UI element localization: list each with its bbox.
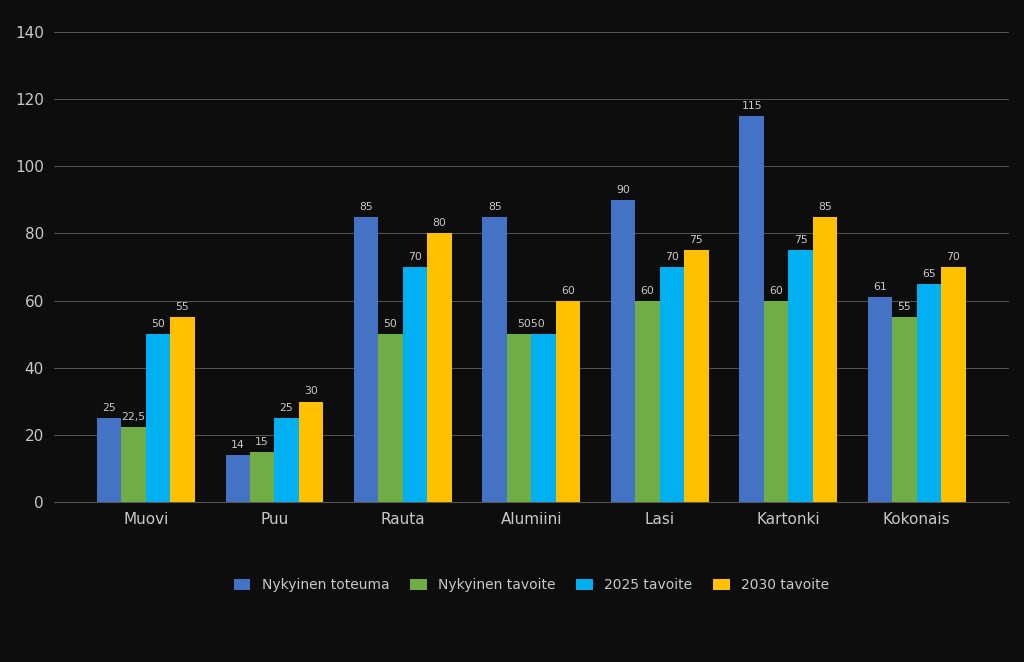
Text: 61: 61 <box>873 282 887 293</box>
Bar <box>122 427 145 502</box>
Text: 30: 30 <box>304 387 317 397</box>
Bar <box>97 418 122 502</box>
Text: 60: 60 <box>641 285 654 296</box>
Bar <box>274 418 299 502</box>
Bar <box>916 284 941 502</box>
Bar <box>402 267 427 502</box>
Text: 60: 60 <box>769 285 783 296</box>
Text: 80: 80 <box>432 218 446 228</box>
Bar <box>379 334 402 502</box>
Text: 75: 75 <box>689 235 703 245</box>
Text: 65: 65 <box>922 269 936 279</box>
Bar <box>299 402 324 502</box>
Legend: Nykyinen toteuma, Nykyinen tavoite, 2025 tavoite, 2030 tavoite: Nykyinen toteuma, Nykyinen tavoite, 2025… <box>228 573 835 598</box>
Bar <box>684 250 709 502</box>
Text: 115: 115 <box>741 101 762 111</box>
Bar <box>427 234 452 502</box>
Text: 55: 55 <box>175 303 189 312</box>
Text: 55: 55 <box>898 303 911 312</box>
Bar <box>868 297 892 502</box>
Text: 22,5: 22,5 <box>122 412 145 422</box>
Text: 5050: 5050 <box>517 319 545 329</box>
Text: 85: 85 <box>487 202 502 212</box>
Text: 15: 15 <box>255 437 269 447</box>
Bar <box>764 301 788 502</box>
Bar <box>892 318 916 502</box>
Bar <box>611 200 635 502</box>
Bar <box>170 318 195 502</box>
Bar <box>941 267 966 502</box>
Text: 75: 75 <box>794 235 807 245</box>
Text: 50: 50 <box>152 319 165 329</box>
Bar <box>482 216 507 502</box>
Bar <box>739 116 764 502</box>
Text: 90: 90 <box>616 185 630 195</box>
Bar <box>788 250 813 502</box>
Text: 14: 14 <box>230 440 245 450</box>
Text: 25: 25 <box>102 403 116 413</box>
Text: 70: 70 <box>946 252 961 262</box>
Bar <box>250 452 274 502</box>
Text: 25: 25 <box>280 403 294 413</box>
Text: 70: 70 <box>409 252 422 262</box>
Bar <box>531 334 556 502</box>
Text: 50: 50 <box>384 319 397 329</box>
Bar <box>659 267 684 502</box>
Bar <box>556 301 581 502</box>
Text: 85: 85 <box>818 202 831 212</box>
Bar <box>354 216 379 502</box>
Bar <box>635 301 659 502</box>
Bar <box>507 334 531 502</box>
Bar <box>813 216 837 502</box>
Text: 60: 60 <box>561 285 574 296</box>
Bar <box>225 455 250 502</box>
Text: 70: 70 <box>665 252 679 262</box>
Bar <box>145 334 170 502</box>
Text: 85: 85 <box>359 202 373 212</box>
